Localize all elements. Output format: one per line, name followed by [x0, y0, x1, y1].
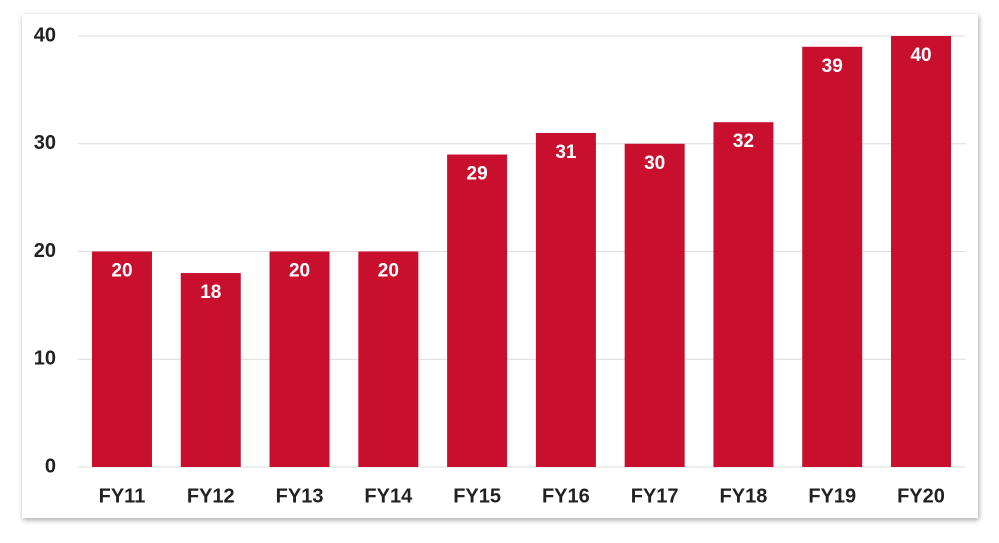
y-tick-label: 0 — [45, 455, 56, 477]
bar — [447, 155, 507, 467]
x-tick-label: FY18 — [720, 485, 768, 507]
x-tick-label: FY13 — [276, 485, 324, 507]
x-tick-label: FY17 — [631, 485, 679, 507]
y-tick-label: 40 — [34, 24, 56, 46]
page: {"chart_data": {"type": "bar", "categori… — [0, 0, 999, 543]
value-label: 32 — [733, 131, 754, 152]
value-label: 20 — [378, 261, 399, 282]
value-label: 18 — [200, 282, 221, 303]
x-tick-label: FY12 — [187, 485, 235, 507]
bar — [891, 36, 951, 467]
bar — [536, 133, 596, 467]
bar — [625, 144, 685, 467]
value-label: 31 — [555, 142, 577, 163]
x-tick-label: FY19 — [808, 485, 856, 507]
y-tick-label: 10 — [34, 348, 56, 370]
bar — [270, 252, 330, 468]
x-tick-label: FY15 — [453, 485, 501, 507]
x-tick-label: FY11 — [99, 485, 146, 507]
bar — [713, 122, 773, 467]
bar — [92, 252, 152, 468]
y-tick-label: 20 — [34, 240, 56, 262]
value-label: 20 — [111, 261, 132, 282]
bar — [358, 252, 418, 468]
chart: 0 10 20 30 40 FY11 20 FY12 18 FY13 20 FY14 20 FY15 29 F… — [0, 0, 999, 543]
value-label: 39 — [822, 56, 843, 77]
y-tick-label: 30 — [34, 132, 56, 154]
x-tick-label: FY20 — [897, 485, 945, 507]
value-label: 30 — [644, 153, 665, 174]
value-label: 20 — [289, 261, 310, 282]
value-label: 29 — [467, 164, 488, 185]
bar — [802, 47, 862, 467]
x-tick-label: FY14 — [364, 485, 413, 507]
x-tick-label: FY16 — [542, 485, 590, 507]
value-label: 40 — [910, 45, 931, 66]
